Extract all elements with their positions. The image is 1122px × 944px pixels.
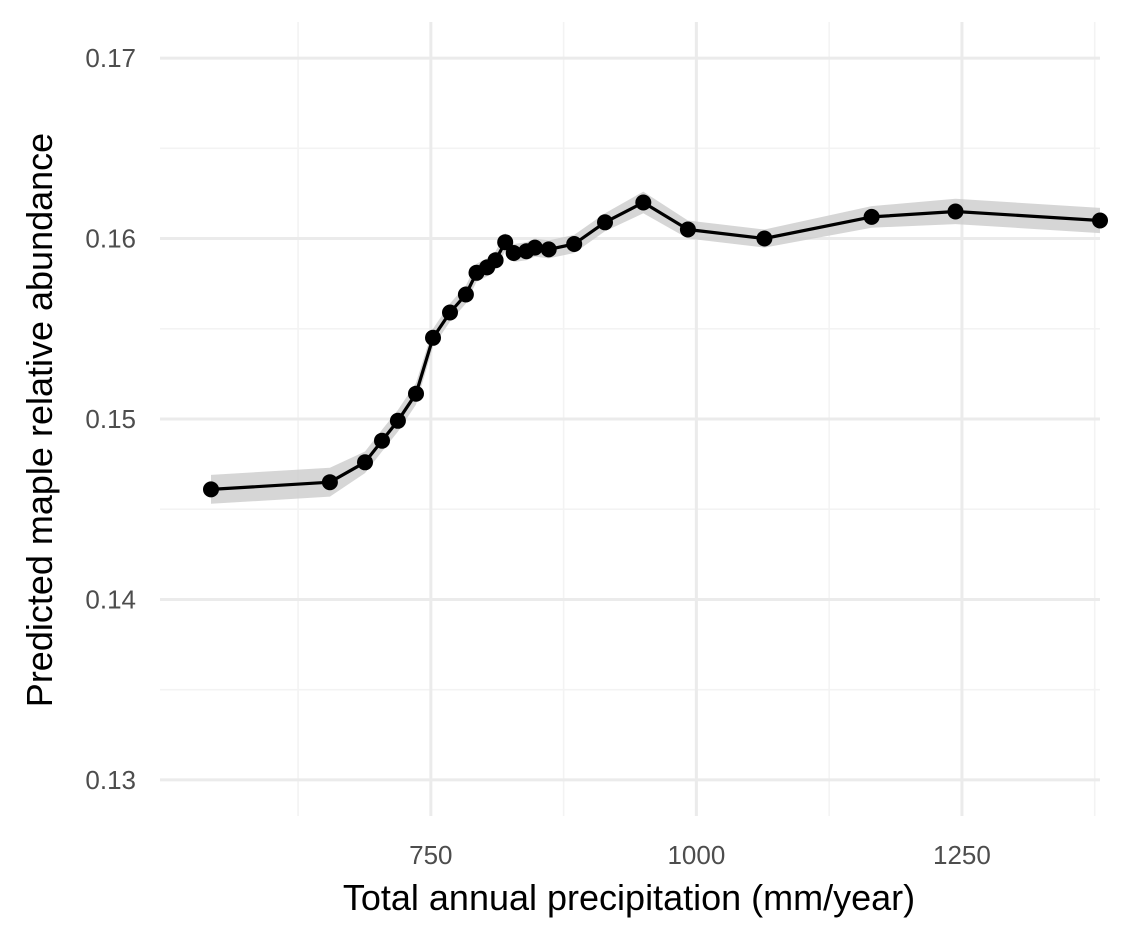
plot-area [160, 22, 1108, 816]
data-point [374, 432, 390, 449]
data-point [389, 412, 406, 429]
data-point [526, 239, 543, 256]
data-point [566, 236, 583, 252]
data-point [321, 474, 338, 491]
data-point [597, 214, 613, 231]
data-point [947, 203, 964, 220]
data-point [505, 245, 522, 261]
data-points [203, 194, 1108, 498]
y-tick-label: 0.15 [85, 404, 136, 434]
y-axis-tick-labels: 0.13 0.14 0.15 0.16 0.17 [85, 43, 136, 795]
series-line-layer [210, 200, 1101, 491]
series-line [210, 200, 1101, 491]
y-tick-label: 0.16 [85, 224, 136, 254]
data-point [425, 329, 441, 346]
confidence-ribbon-area [211, 191, 1100, 504]
data-point [203, 481, 219, 498]
x-axis-tick-labels: 750 1000 1250 [409, 840, 991, 870]
y-tick-label: 0.14 [85, 584, 136, 614]
data-point [540, 241, 557, 258]
y-tick-label: 0.17 [85, 43, 136, 73]
data-point [497, 234, 514, 251]
data-point [408, 385, 424, 402]
major-grid [160, 22, 1100, 816]
x-tick-label: 750 [409, 840, 452, 870]
data-point [457, 286, 474, 303]
data-point [487, 252, 504, 269]
data-point [679, 221, 696, 238]
data-point [863, 208, 880, 225]
data-point [756, 230, 773, 247]
confidence-ribbon [211, 191, 1100, 504]
x-axis-title: Total annual precipitation (mm/year) [343, 877, 915, 918]
data-point [635, 194, 652, 211]
x-tick-label: 1000 [667, 840, 725, 870]
data-point [1092, 212, 1108, 229]
y-tick-label: 0.13 [85, 765, 136, 795]
data-point [442, 304, 458, 321]
y-axis-title: Predicted maple relative abundance [19, 133, 60, 707]
x-tick-label: 1250 [933, 840, 991, 870]
minor-grid [160, 22, 1100, 816]
data-point [357, 454, 373, 471]
